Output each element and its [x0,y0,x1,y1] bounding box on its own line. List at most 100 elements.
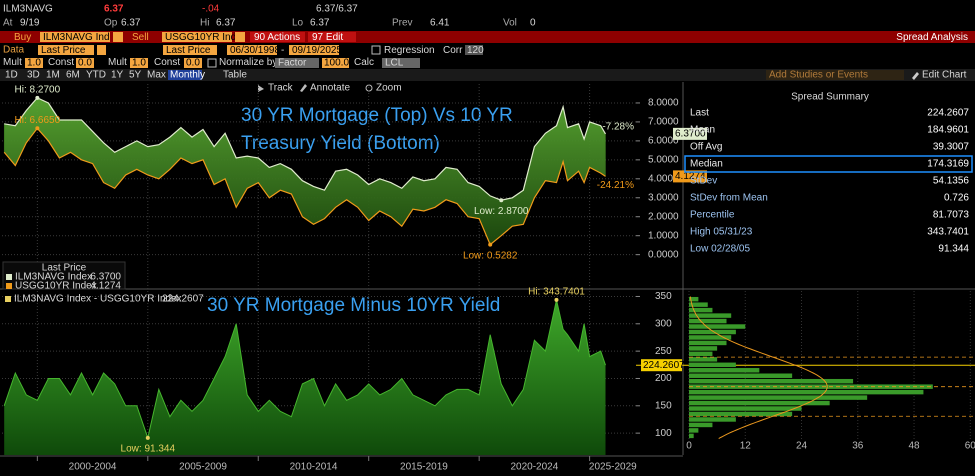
calc-input[interactable] [382,58,420,68]
period-button[interactable]: 1M [46,70,60,81]
period-button[interactable]: 1Y [111,70,124,81]
mult-input[interactable] [130,58,148,68]
dropdown[interactable] [113,32,123,42]
last-value-box [673,127,707,140]
legend-swatch [6,274,12,280]
actions-button[interactable] [250,32,305,42]
buy-input[interactable] [40,32,110,42]
normalize-mode-input[interactable] [275,58,319,68]
y-tick-label: 250 [655,346,672,357]
const-input[interactable] [184,58,202,68]
edit-label[interactable]: 97 Edit [312,32,343,43]
const-value[interactable]: 0.0 [186,58,200,69]
actions-label[interactable]: 90 Actions [254,32,300,43]
data-label: Data [3,45,25,56]
mult-value[interactable]: 1.0 [132,58,146,69]
extreme-label: Hi: 343.7401 [528,287,585,298]
legend-entry: ILM3NAVG Index - USGG10YR Index [14,294,182,305]
histogram-bar [689,296,699,302]
period-button[interactable]: 1D [5,70,18,81]
corr-input[interactable] [465,45,483,55]
normal-curve [689,296,828,440]
y-tick-label: 300 [655,318,672,329]
last-value-box [673,170,707,183]
sell-input[interactable] [162,32,232,42]
mult-input[interactable] [25,58,43,68]
dropdown[interactable] [235,32,245,42]
start-date[interactable]: 06/30/1998 [230,45,280,56]
studies-input[interactable] [766,70,904,80]
extreme-point [499,198,504,203]
chart-title: Treasury Yield (Bottom) [241,133,440,154]
series-line [3,127,606,246]
chart-tool[interactable]: Zoom [376,83,402,94]
field-value[interactable]: Last Price [166,45,211,56]
period-button[interactable]: Max [147,70,166,81]
histogram-bar [689,417,736,422]
summary-value: 174.3169 [927,159,969,170]
area-fill [4,299,606,455]
histogram-bar [689,324,746,329]
field-value: 6.37 [310,18,330,29]
mult-value[interactable]: 1.0 [27,58,41,69]
end-date[interactable]: 09/19/2025 [292,45,342,56]
checkbox[interactable] [207,58,217,68]
normalize-label[interactable]: Normalize by [219,57,277,68]
histogram-bar [689,411,793,417]
histogram-bar [689,433,694,439]
chart-tool[interactable]: Track [268,83,294,94]
histogram-bar [689,362,736,368]
histogram-bar [689,395,868,400]
buy-ticker[interactable]: ILM3NAVG Ind [43,32,110,43]
x-tick-label: 12 [740,441,752,452]
period-button[interactable]: 3D [27,70,40,81]
field-value[interactable]: Last Price [41,45,86,56]
frequency[interactable]: Monthly [170,70,205,81]
summary-value: 0.726 [944,193,969,204]
period-button[interactable]: 6M [66,70,80,81]
add-studies[interactable]: Add Studies or Events [769,70,868,81]
sell-ticker[interactable]: USGG10YR Ind [165,32,236,43]
change-label: -24.21% [597,180,634,191]
histogram-bar [689,368,760,373]
edit-chart[interactable]: Edit Chart [922,70,967,81]
corr-window[interactable]: 120 [467,45,484,56]
field-value: 6.37 [216,18,236,29]
field-value: 9/19 [20,18,40,29]
dropdown[interactable] [97,45,106,55]
date-input[interactable] [227,45,277,55]
summary-value: 224.2607 [927,108,969,119]
summary-label: StDev [690,176,717,187]
const-value[interactable]: 0.0 [78,58,92,69]
period-button[interactable]: YTD [86,70,106,81]
calc-label: Calc [354,57,374,68]
chart-tool[interactable]: Annotate [310,83,350,94]
histogram-bar [689,422,713,428]
regression-label[interactable]: Regression [384,45,435,56]
field-input[interactable] [38,45,94,55]
x-tick-label: 0 [686,441,692,452]
const-input[interactable] [76,58,94,68]
const-label: Const [48,57,74,68]
normalize-mode[interactable]: Factor [278,58,307,69]
summary-label: StDev from Mean [690,193,768,204]
field-value: 6.41 [430,18,450,29]
factor-input[interactable] [322,58,349,68]
edit-button[interactable] [308,32,356,42]
histogram-bar [689,378,854,384]
calc-mode[interactable]: LCL [385,58,404,69]
period-button[interactable]: 5Y [129,70,142,81]
table-button[interactable]: Table [223,70,247,81]
field-input[interactable] [163,45,217,55]
summary-value: 91.344 [938,244,969,255]
normalize-factor[interactable]: 100.0 [324,58,349,69]
last-value-label: 6.3700 [675,129,706,140]
legend-swatch [5,296,11,302]
y-tick-label: 4.0000 [648,173,679,184]
frequency-button[interactable] [168,70,202,80]
checkbox[interactable] [371,45,381,55]
date-input[interactable] [289,45,339,55]
x-tick-label: 36 [852,441,864,452]
extreme-point [35,95,40,100]
